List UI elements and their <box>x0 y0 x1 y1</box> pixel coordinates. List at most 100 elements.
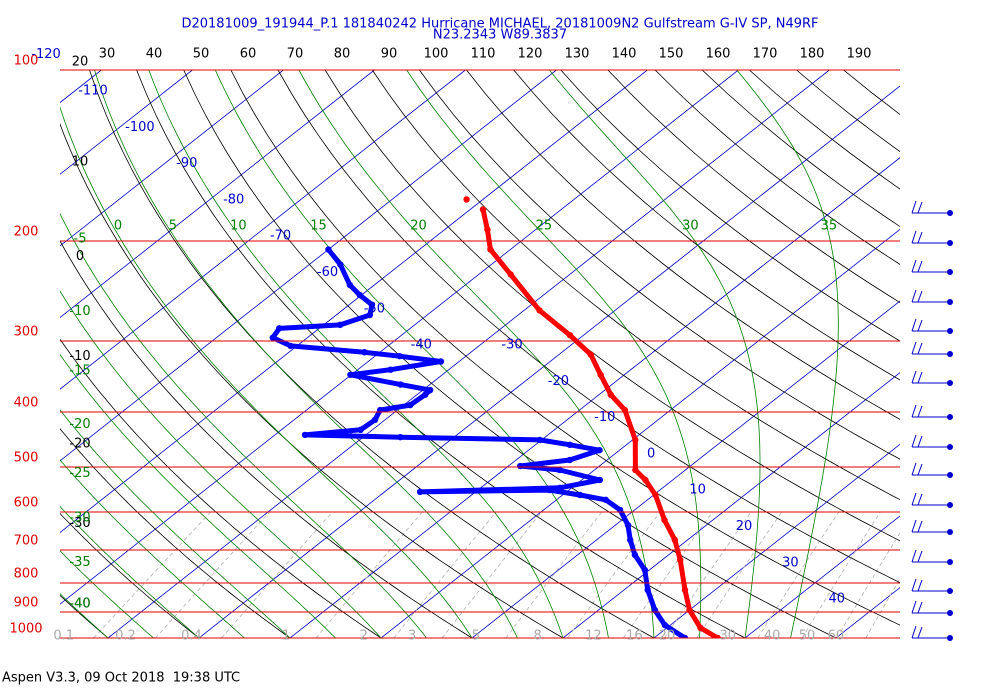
wind-barb-station <box>947 414 953 420</box>
moist-adiabat <box>60 290 382 638</box>
profile-point <box>536 307 543 314</box>
wind-barb-station <box>947 559 953 565</box>
mixing-ratio-label: 60 <box>828 629 845 644</box>
wind-barb-flag <box>917 342 923 355</box>
moist-adiabat-label: 25 <box>536 219 553 234</box>
isotherm <box>60 70 375 319</box>
wind-barb-station <box>947 444 953 450</box>
moist-adiabat <box>94 70 518 638</box>
moist-adiabat <box>60 459 245 638</box>
top-tick-label: 190 <box>847 47 872 62</box>
profile-point <box>487 246 494 253</box>
dry-adiabat-label: -10 <box>69 349 90 364</box>
profile-point <box>587 351 594 358</box>
profile-point <box>714 634 721 638</box>
profile-point <box>677 556 684 564</box>
wind-barb-station <box>947 472 953 478</box>
mixing-ratio-label: 0.1 <box>53 629 74 644</box>
isotherm-label: -80 <box>223 192 244 207</box>
dry-adiabat-extra <box>324 70 900 542</box>
profile-point <box>463 196 470 203</box>
mixing-ratio-label: 0.2 <box>115 629 136 644</box>
profile-point <box>566 441 574 449</box>
moist-adiabat-label: -25 <box>69 466 90 481</box>
profile-point <box>437 358 445 365</box>
profile-point <box>661 516 668 524</box>
profile-point <box>597 371 604 378</box>
moist-adiabat <box>736 70 839 638</box>
pressure-label: 200 <box>14 224 39 239</box>
isotherm-label: -50 <box>364 301 385 316</box>
profile-point <box>626 536 634 544</box>
dry-adiabat <box>60 594 109 638</box>
top-tick-label: 120 <box>518 47 543 62</box>
wind-barb-flag <box>917 319 923 332</box>
top-tick-label: 100 <box>424 47 449 62</box>
moist-adiabat-label: 30 <box>682 219 699 234</box>
profile-point <box>566 331 574 339</box>
pressure-label: 900 <box>14 596 39 611</box>
profile-point <box>556 484 564 492</box>
dry-adiabat-extra <box>419 70 900 460</box>
isotherm <box>60 70 284 247</box>
moist-adiabat-label: 35 <box>821 219 838 234</box>
wind-barb-flag <box>911 434 917 448</box>
isotherm <box>289 157 900 638</box>
dry-adiabat <box>60 512 200 638</box>
wind-barb-station <box>947 299 953 305</box>
profile-point <box>396 352 403 360</box>
profile-point <box>671 536 678 544</box>
wind-barb-flag <box>911 519 917 533</box>
profile-point <box>336 321 344 329</box>
wind-barb-station <box>947 610 953 616</box>
isotherm <box>653 443 900 638</box>
profile-point <box>644 586 651 594</box>
isotherm <box>60 70 193 175</box>
moist-adiabat <box>406 70 702 638</box>
wind-barb-flag <box>917 626 923 639</box>
profile-point <box>287 342 294 350</box>
profile-point <box>546 486 553 494</box>
profile-point <box>681 634 689 638</box>
moist-adiabat-label: 20 <box>410 219 427 234</box>
profile-point <box>536 436 543 444</box>
moist-adiabat-label: -15 <box>69 364 90 379</box>
profile-point <box>602 496 609 503</box>
isotherm <box>380 228 900 638</box>
top-tick-label: 180 <box>800 47 825 62</box>
moist-adiabat-label: 10 <box>230 219 247 234</box>
profile-point <box>697 624 704 632</box>
isotherm-label: -60 <box>317 265 338 280</box>
mixing-ratio-label: 40 <box>764 629 781 644</box>
isotherm-label: 20 <box>736 519 753 534</box>
profile-point <box>387 366 394 373</box>
wind-barb-flag <box>917 290 923 303</box>
isotherm-label: -110 <box>78 84 108 99</box>
wind-barb-flag <box>911 462 917 476</box>
isotherm <box>107 70 830 638</box>
moist-adiabat <box>60 505 200 638</box>
profile-point <box>642 476 649 484</box>
isotherm-label: -10 <box>594 410 615 425</box>
chart-subtitle: N23.2343 W89.3837 <box>433 28 567 43</box>
wind-barb-flag <box>917 260 923 273</box>
dry-adiabat-extra <box>183 70 837 638</box>
wind-barb-station <box>947 210 953 216</box>
moist-adiabat <box>60 106 473 638</box>
top-tick-label: 130 <box>565 47 590 62</box>
mixing-ratio-label: 20 <box>659 629 676 644</box>
profile-point <box>406 401 414 409</box>
isotherm-label: -90 <box>176 156 197 171</box>
profile-point <box>479 206 487 213</box>
profile-point <box>416 488 424 496</box>
wind-barb-flag <box>911 578 917 592</box>
profile-point <box>566 456 573 464</box>
isotherm <box>471 300 900 638</box>
top-tick-label: 60 <box>240 47 257 62</box>
profile-point <box>641 566 649 574</box>
mixing-ratio-label: 0.4 <box>181 629 202 644</box>
top-tick-label: 80 <box>334 47 351 62</box>
dry-adiabat-extra <box>560 70 900 342</box>
dry-adiabat <box>60 338 382 638</box>
dry-adiabat <box>60 428 291 638</box>
